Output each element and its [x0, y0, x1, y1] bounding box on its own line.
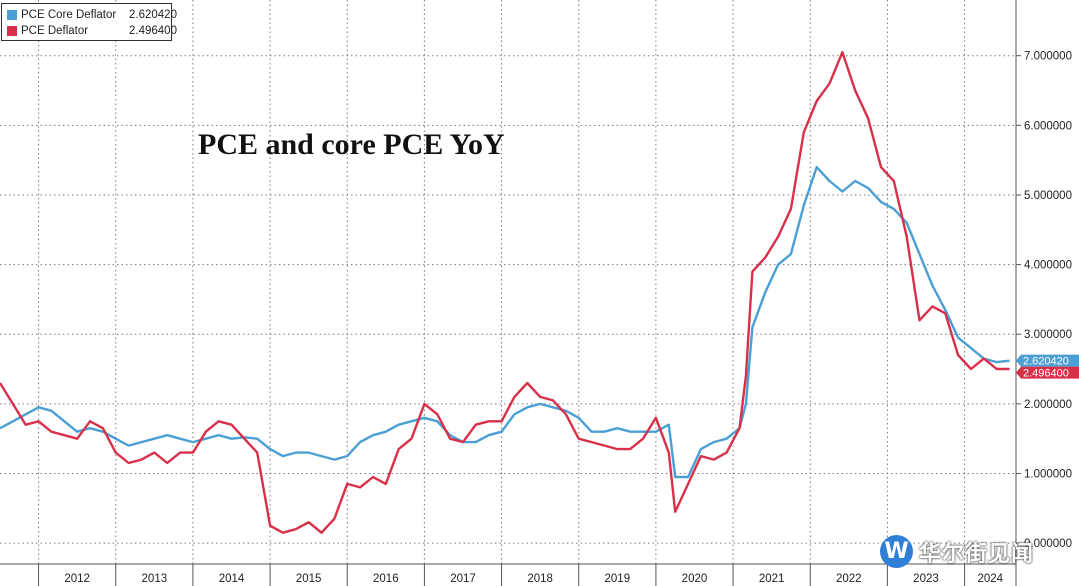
x-tick-label: 2012: [64, 573, 90, 585]
x-tick-label: 2017: [450, 573, 476, 585]
last-value-label-1: 2.496400: [1016, 366, 1079, 380]
x-tick-label: 2014: [219, 573, 245, 585]
legend-label-core: PCE Core Deflator: [21, 8, 117, 21]
y-tick-label: 5.000000: [1024, 190, 1072, 202]
x-tick-label: 2015: [296, 573, 322, 585]
last-value-flag: [1016, 366, 1079, 379]
y-tick-label: 3.000000: [1024, 329, 1072, 341]
legend-item-headline: PCE Deflator 2.496400: [7, 23, 177, 38]
x-tick-label: 2021: [759, 573, 785, 585]
x-tick-label: 2013: [142, 573, 168, 585]
last-value-text: 2.496400: [1023, 368, 1069, 380]
y-tick-label: 4.000000: [1024, 260, 1072, 272]
x-tick-label: 2020: [682, 573, 708, 585]
watermark: W 华尔街见闻: [880, 535, 1034, 568]
legend-item-core: PCE Core Deflator 2.620420: [7, 7, 177, 22]
legend-swatch-headline: [7, 25, 17, 36]
plot-area: [0, 0, 1016, 564]
series-line-1: [0, 51, 1010, 534]
last-value-flag: [1016, 354, 1079, 367]
y-axis: 0.000000 1.000000 2.000000 3.000000 4.000000…: [1016, 51, 1072, 550]
legend-value-headline: 2.496400: [129, 24, 177, 37]
legend: PCE Core Deflator 2.620420 PCE Deflator …: [1, 3, 177, 41]
y-tick-label: 6.000000: [1024, 120, 1072, 132]
series: [0, 51, 1010, 534]
x-tick-label: 2024: [977, 573, 1003, 585]
y-tick-label: 0.000000: [1024, 538, 1072, 550]
y-tick-label: 2.000000: [1024, 399, 1072, 411]
series-line-0: [0, 165, 1010, 479]
x-tick-label: 2023: [913, 573, 939, 585]
legend-value-core: 2.620420: [129, 8, 177, 21]
x-tick-label: 2022: [836, 573, 862, 585]
last-value-text: 2.620420: [1023, 356, 1069, 368]
y-tick-label: 1.000000: [1024, 468, 1072, 480]
x-tick-label: 2018: [527, 573, 553, 585]
x-axis: 2012 2013 2014 2015 2016 2017 2018 2019 2020 2021…: [38, 564, 1004, 586]
watermark-text: 华尔街见闻: [919, 541, 1035, 567]
legend-label-headline: PCE Deflator: [21, 24, 89, 37]
x-tick-label: 2016: [373, 573, 399, 585]
y-tick-label: 7.000000: [1024, 51, 1072, 63]
x-tick-label: 2019: [605, 573, 631, 585]
chart-title: PCE and core PCE YoY: [198, 128, 505, 161]
grid: [0, 0, 1016, 564]
watermark-logo-icon: W: [880, 535, 913, 568]
legend-swatch-core: [7, 9, 17, 20]
last-value-label-0: 2.620420: [1016, 354, 1079, 368]
